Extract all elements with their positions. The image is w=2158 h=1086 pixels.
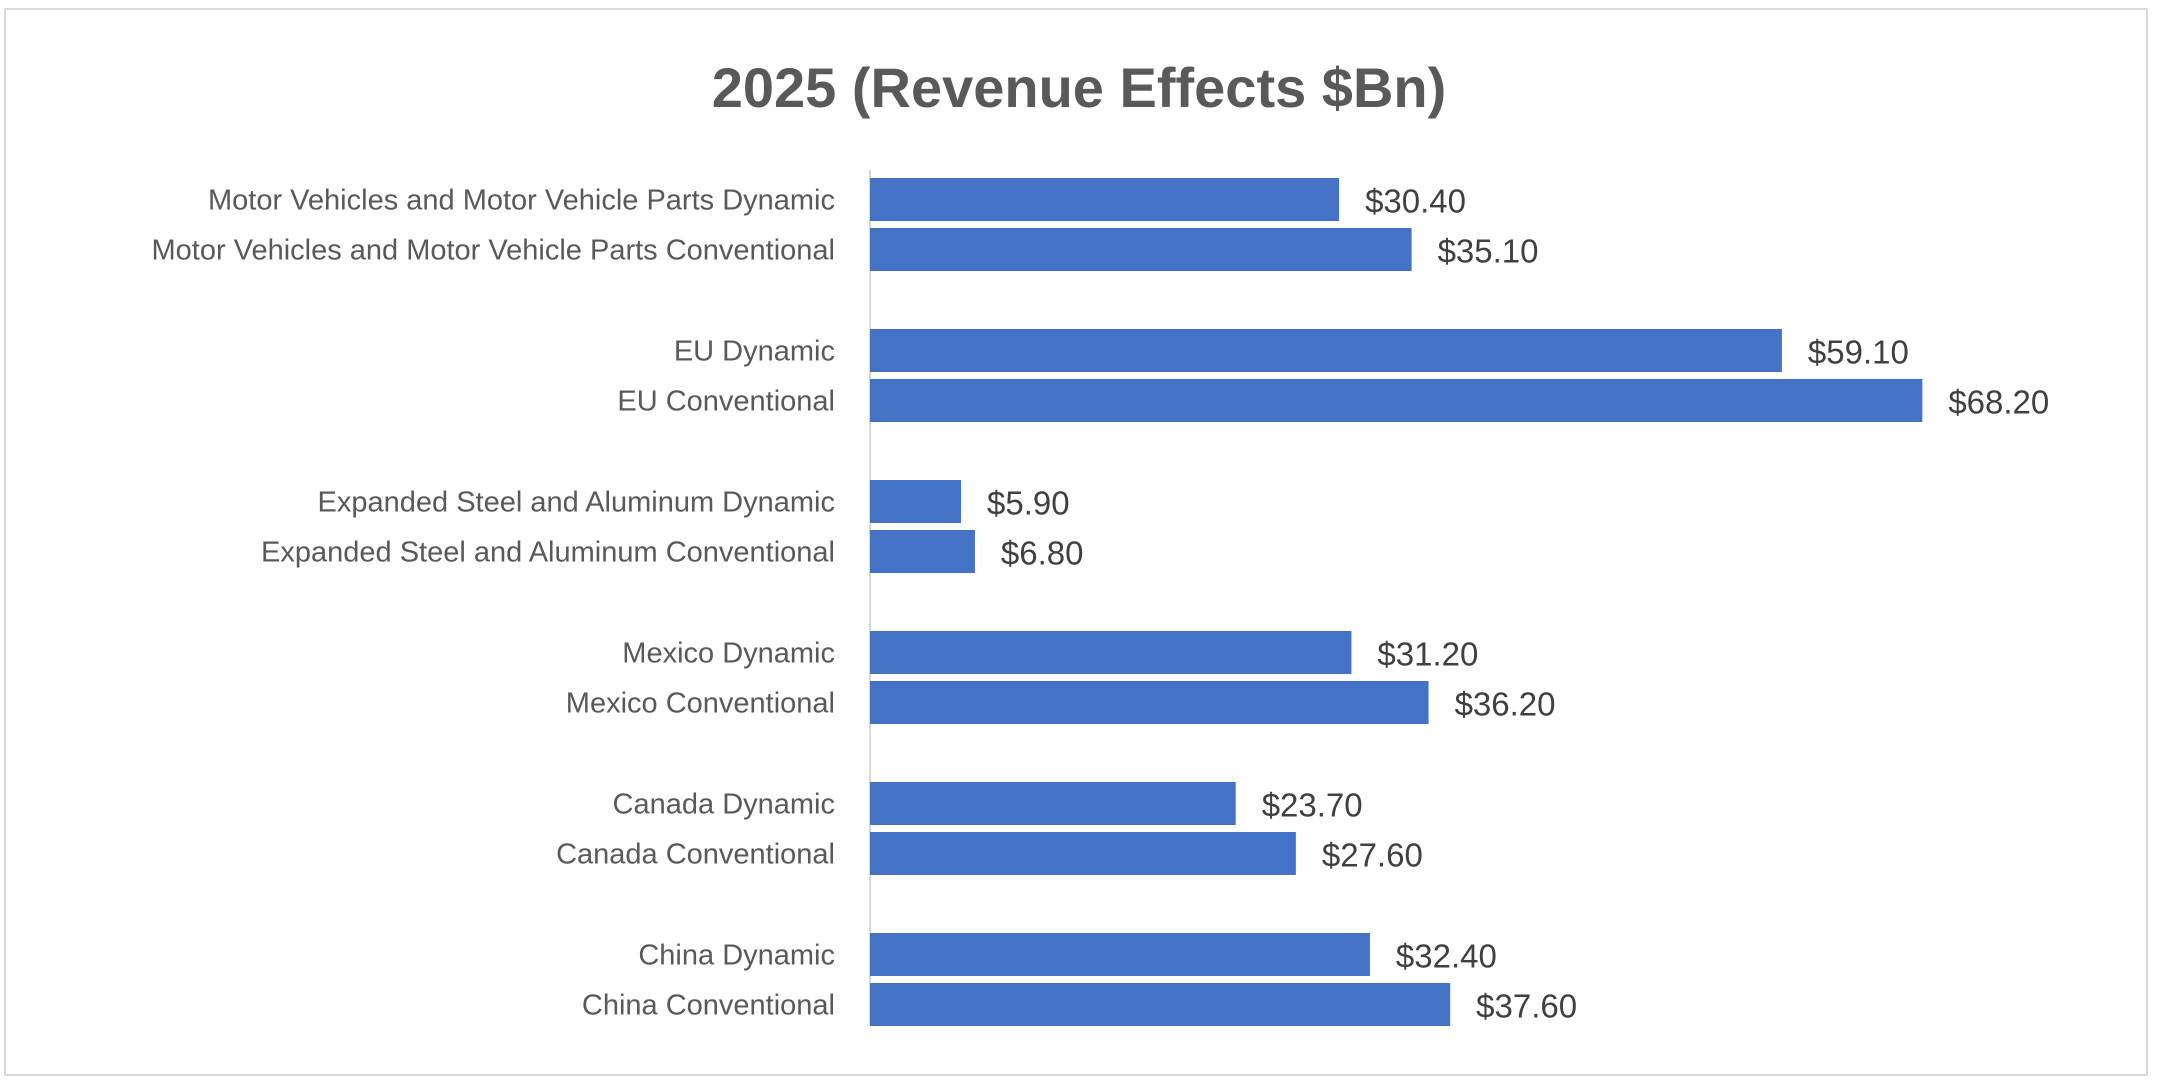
category-label: EU Conventional — [617, 386, 835, 418]
data-label: $68.20 — [1948, 384, 2049, 421]
chart-title: 2025 (Revenue Effects $Bn) — [711, 56, 1447, 119]
data-label: $36.20 — [1455, 686, 1556, 723]
bar — [870, 782, 1236, 825]
bar — [870, 178, 1340, 221]
category-label: Mexico Conventional — [566, 688, 835, 720]
bar — [870, 631, 1352, 674]
data-label: $30.40 — [1365, 183, 1466, 220]
category-label: Canada Dynamic — [613, 789, 835, 821]
bar — [870, 530, 975, 573]
data-label: $23.70 — [1262, 787, 1363, 824]
category-label: Canada Conventional — [556, 839, 835, 871]
bar — [870, 379, 1923, 422]
data-label: $35.10 — [1438, 233, 1539, 270]
data-label: $59.10 — [1808, 334, 1909, 371]
category-label: China Conventional — [582, 990, 835, 1022]
data-label: $32.40 — [1396, 938, 1497, 975]
bar — [870, 228, 1412, 271]
data-label: $27.60 — [1322, 837, 1423, 874]
bar — [870, 329, 1782, 372]
category-label: China Dynamic — [638, 940, 835, 972]
bar — [870, 480, 962, 523]
bar — [870, 933, 1370, 976]
category-label: Expanded Steel and Aluminum Dynamic — [318, 487, 835, 519]
data-label: $5.90 — [987, 485, 1070, 522]
bar — [870, 983, 1451, 1026]
category-label: Expanded Steel and Aluminum Conventional — [261, 537, 835, 569]
category-label: Motor Vehicles and Motor Vehicle Parts D… — [208, 185, 835, 217]
category-label: EU Dynamic — [674, 336, 835, 368]
bar — [870, 681, 1429, 724]
data-label: $6.80 — [1001, 535, 1084, 572]
category-label: Motor Vehicles and Motor Vehicle Parts C… — [152, 235, 835, 267]
chart-frame — [4, 8, 2148, 1076]
category-label: Mexico Dynamic — [622, 638, 835, 670]
bar — [870, 832, 1296, 875]
data-label: $31.20 — [1377, 636, 1478, 673]
data-label: $37.60 — [1476, 988, 1577, 1025]
